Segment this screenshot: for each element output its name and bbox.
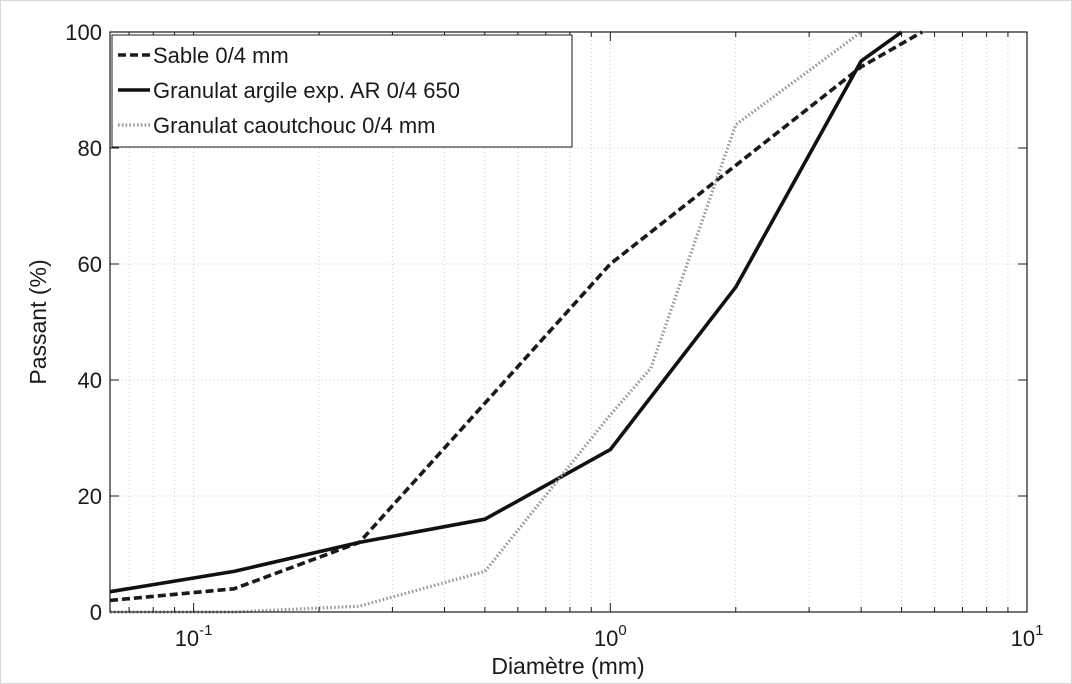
x-tick-label: 100 <box>594 622 627 651</box>
x-tick-label: 10-1 <box>175 622 213 651</box>
tick-labels: 0 20 40 60 80 100 10-1 100 101 <box>65 20 1043 651</box>
series-line-3 <box>110 30 863 614</box>
series-line-2 <box>109 30 903 594</box>
legend-label-2: Granulat argile exp. AR 0/4 650 <box>153 78 460 103</box>
y-tick-label: 40 <box>78 368 102 393</box>
x-tick-label: 101 <box>1011 622 1044 651</box>
legend-box <box>111 34 573 148</box>
plot-border <box>109 31 1028 613</box>
tick-marks <box>110 31 1027 613</box>
y-axis-label: Passant (%) <box>25 259 51 384</box>
legend-label-3: Granulat caoutchouc 0/4 mm <box>153 113 435 138</box>
series-line-1 <box>109 30 923 603</box>
y-tick-label: 0 <box>90 600 102 625</box>
legend-label-1: Sable 0/4 mm <box>153 43 289 68</box>
legend: Sable 0/4 mm Granulat argile exp. AR 0/4 … <box>111 34 573 148</box>
y-tick-label: 20 <box>78 484 102 509</box>
series-layer <box>109 30 923 614</box>
y-tick-label: 60 <box>78 252 102 277</box>
x-axis-label: Diamètre (mm) <box>491 653 644 679</box>
y-tick-label: 80 <box>78 136 102 161</box>
y-tick-label: 100 <box>65 20 102 45</box>
